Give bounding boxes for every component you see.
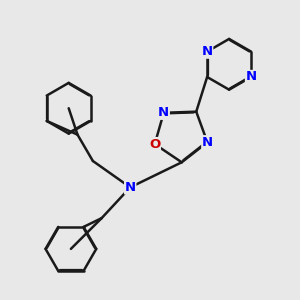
Text: N: N [202,136,213,149]
Text: N: N [202,45,213,58]
Text: N: N [158,106,169,119]
Text: O: O [149,138,160,151]
Text: N: N [125,181,136,194]
Text: N: N [245,70,256,83]
